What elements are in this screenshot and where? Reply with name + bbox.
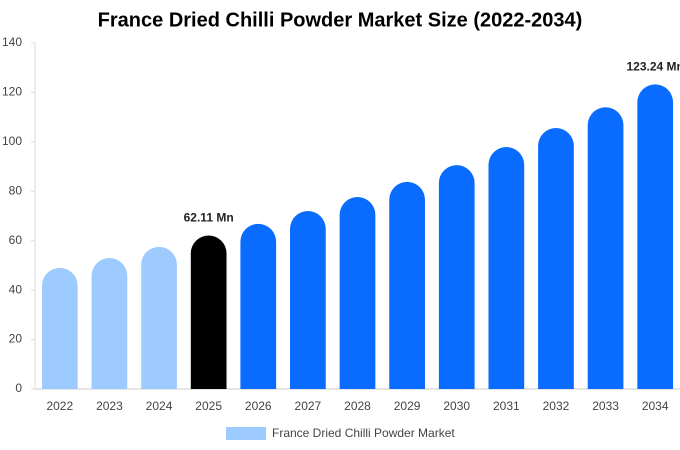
x-tick-label: 2029 xyxy=(394,399,421,413)
legend-label: France Dried Chilli Powder Market xyxy=(272,426,455,440)
chart-title: France Dried Chilli Powder Market Size (… xyxy=(98,9,583,31)
data-label: 123.24 Mn xyxy=(627,60,680,74)
x-tick-label: 2022 xyxy=(46,399,73,413)
bar xyxy=(488,147,525,389)
x-tick-label: 2030 xyxy=(443,399,470,413)
y-tick-label: 80 xyxy=(9,183,23,197)
bar xyxy=(637,84,674,389)
bar xyxy=(538,128,574,389)
bar xyxy=(141,246,177,389)
bar xyxy=(438,165,475,389)
y-tick-label: 0 xyxy=(15,381,22,395)
x-tick-label: 2034 xyxy=(642,399,669,413)
x-tick-label: 2028 xyxy=(344,399,371,413)
y-tick-label: 140 xyxy=(2,35,22,49)
legend-swatch xyxy=(226,427,266,440)
y-tick-label: 120 xyxy=(2,85,22,99)
bar xyxy=(290,211,326,389)
bar xyxy=(389,181,425,389)
y-tick-label: 40 xyxy=(9,282,23,296)
y-tick-label: 100 xyxy=(2,134,22,148)
x-tick-label: 2026 xyxy=(245,399,272,413)
y-tick-label: 20 xyxy=(9,332,23,346)
x-tick-label: 2024 xyxy=(146,399,173,413)
bar xyxy=(91,258,128,389)
bar xyxy=(41,267,78,389)
bar xyxy=(190,235,227,389)
data-label: 62.11 Mn xyxy=(184,211,234,225)
y-tick-label: 60 xyxy=(9,233,23,247)
x-tick-label: 2033 xyxy=(592,399,619,413)
x-tick-label: 2032 xyxy=(543,399,570,413)
bar xyxy=(587,107,624,389)
x-tick-label: 2025 xyxy=(195,399,222,413)
x-tick-label: 2023 xyxy=(96,399,123,413)
x-tick-label: 2031 xyxy=(493,399,520,413)
bar xyxy=(339,196,376,389)
x-tick-label: 2027 xyxy=(295,399,322,413)
bar xyxy=(240,223,277,389)
